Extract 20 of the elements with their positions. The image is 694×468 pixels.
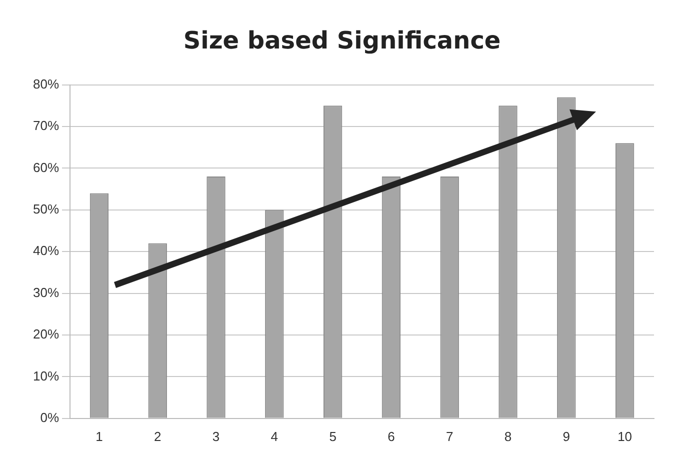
y-tick-label: 60%	[32, 160, 60, 175]
y-tick-label: 70%	[32, 118, 60, 134]
y-tick-label: 20%	[32, 326, 60, 342]
y-tick-label: 30%	[32, 284, 60, 300]
x-tick-label: 3	[212, 428, 220, 444]
x-tick-label: 1	[96, 428, 103, 444]
x-tick-label: 6	[388, 428, 395, 444]
y-tick-label: 40%	[32, 243, 60, 258]
chart-title: Size based Significance	[183, 26, 501, 55]
x-tick-label: 10	[618, 428, 632, 444]
x-tick-label: 7	[446, 428, 454, 444]
x-tick-label: 2	[154, 428, 162, 444]
x-tick-label: 8	[504, 428, 512, 444]
y-tick-label: 80%	[32, 76, 60, 92]
y-tick-label: 50%	[32, 201, 60, 216]
y-tick-label: 0%	[40, 410, 60, 425]
x-tick-label: 5	[329, 428, 336, 444]
y-tick-label: 10%	[32, 368, 60, 384]
x-tick-label: 9	[562, 428, 570, 444]
x-tick-label: 4	[270, 428, 278, 444]
